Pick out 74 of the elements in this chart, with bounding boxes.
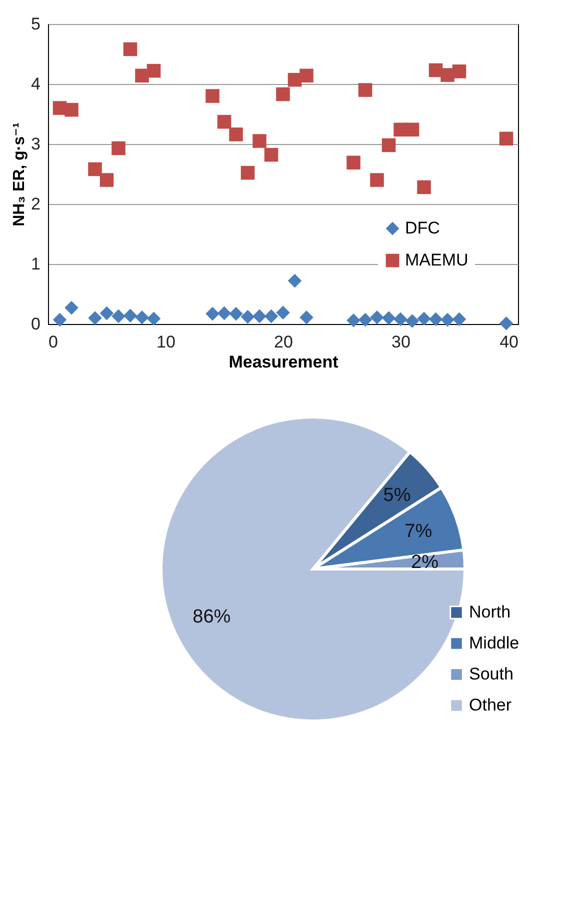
point (346, 156, 360, 170)
point (52, 312, 67, 327)
point (88, 162, 102, 176)
point (217, 306, 232, 320)
legend-label: MAEMU (405, 250, 468, 270)
legend-label: Middle (469, 634, 520, 652)
point (288, 274, 302, 288)
y-tick-label: 3 (31, 134, 40, 154)
point (370, 310, 384, 324)
x-tick-label: 30 (392, 332, 410, 352)
point (358, 312, 372, 327)
data-label: 7% (404, 521, 432, 542)
point (100, 306, 114, 320)
x-tick-label: 10 (156, 332, 176, 352)
point (206, 306, 220, 321)
point (146, 312, 161, 326)
pie-slice (160, 416, 466, 722)
y-tick-label: 2 (31, 194, 40, 214)
y-tick-label: 1 (31, 254, 40, 274)
point (264, 148, 278, 162)
point (229, 128, 243, 142)
point (346, 314, 360, 328)
point (358, 83, 372, 97)
y-tick-label: 5 (31, 14, 40, 34)
point (452, 312, 466, 326)
point (382, 311, 396, 325)
x-tick-label: 0 (48, 332, 58, 352)
point (229, 306, 243, 321)
point (405, 314, 420, 328)
point (394, 312, 408, 326)
point (382, 138, 396, 152)
point (217, 114, 232, 129)
point (135, 68, 149, 82)
point (64, 300, 78, 315)
point (405, 122, 420, 136)
point (264, 309, 278, 324)
legend-label: North (469, 602, 511, 622)
data-label: 86% (192, 606, 231, 628)
point (112, 141, 126, 156)
point (428, 312, 443, 326)
y-tick-label: 0 (31, 314, 40, 334)
point (417, 180, 431, 194)
point (276, 306, 290, 320)
point (499, 132, 514, 146)
point (499, 316, 514, 330)
point (123, 308, 138, 322)
data-label: 5% (383, 484, 411, 506)
x-axis-title: Measurement (228, 352, 339, 372)
point (206, 89, 220, 103)
legend-label: South (469, 664, 514, 684)
y-axis-title: NH₃ ER, g·s⁻¹ (11, 122, 28, 226)
point (300, 310, 314, 324)
y-tick-label: 4 (31, 74, 40, 94)
point (252, 309, 266, 324)
legend-label: Other (469, 696, 512, 714)
point (146, 64, 161, 78)
point (135, 310, 149, 324)
point (88, 311, 102, 325)
point (112, 309, 126, 324)
point (240, 166, 255, 180)
point (440, 312, 454, 327)
x-tick-label: 40 (500, 332, 518, 352)
point (276, 87, 290, 102)
point (240, 310, 255, 324)
point (370, 173, 384, 187)
legend-label: DFC (405, 218, 440, 238)
point (123, 42, 138, 56)
point (100, 173, 114, 187)
x-tick-label: 20 (274, 332, 293, 352)
point (64, 102, 78, 117)
point (452, 64, 466, 78)
point (252, 134, 266, 148)
point (417, 312, 431, 326)
point (300, 68, 314, 82)
